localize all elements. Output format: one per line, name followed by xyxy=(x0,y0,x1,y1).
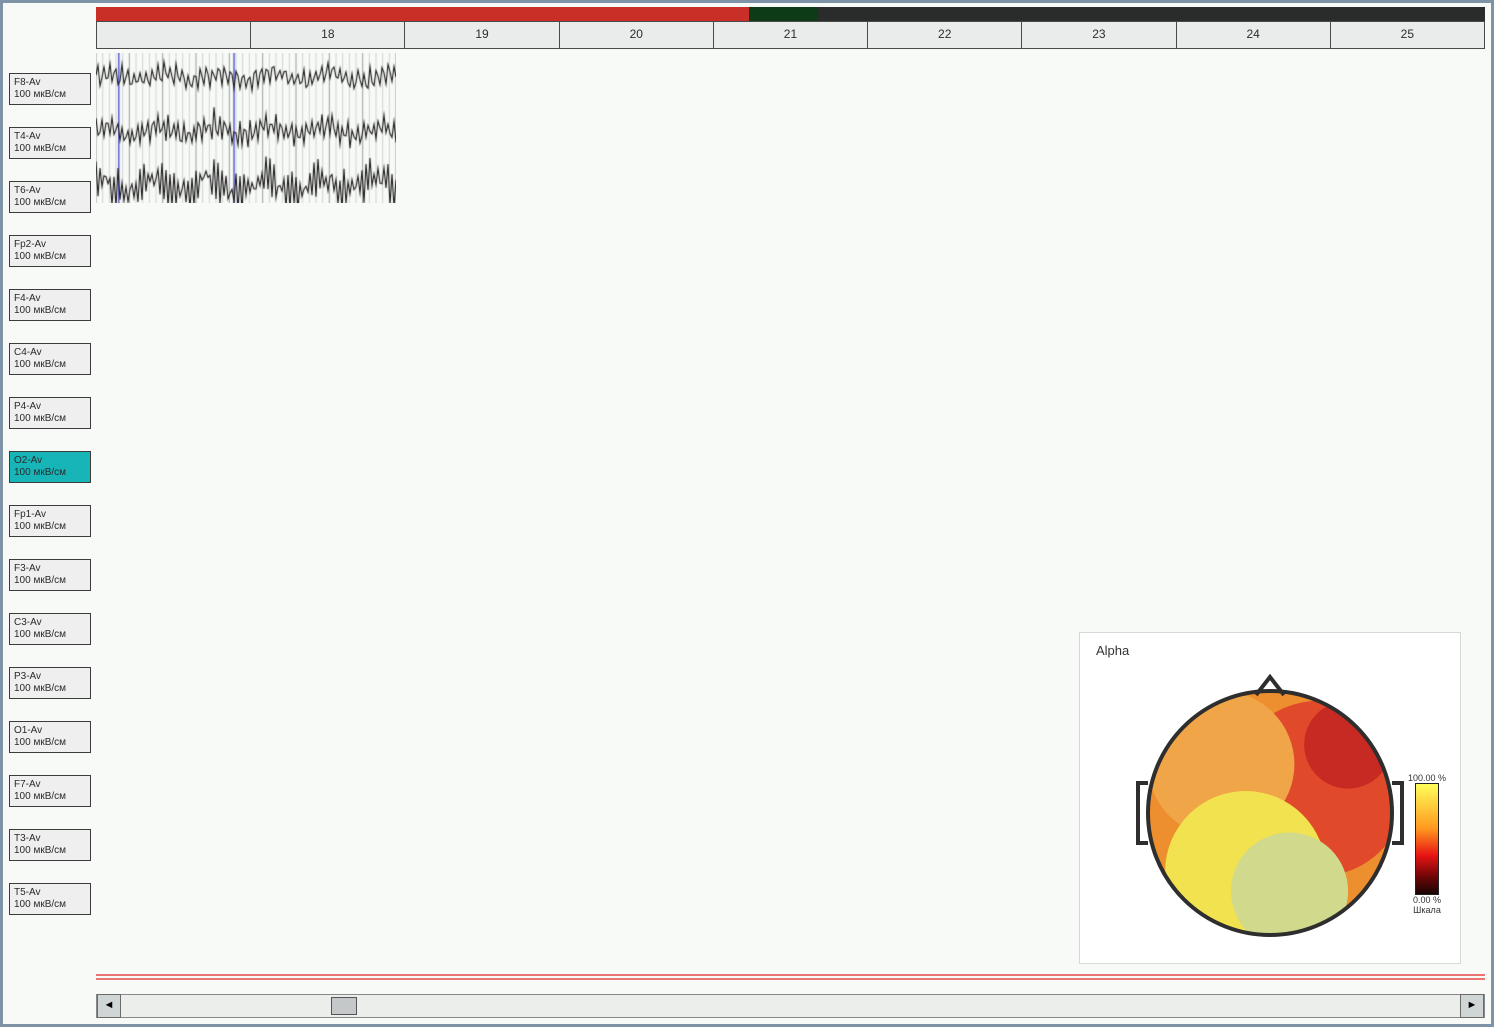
channel-label[interactable]: T6-Av 100 мкВ/см xyxy=(9,181,91,213)
time-cell[interactable]: 21 xyxy=(714,22,868,48)
channel-label[interactable]: O2-Av 100 мкВ/см xyxy=(9,451,91,483)
time-cell[interactable] xyxy=(97,22,251,48)
channel-label[interactable]: T3-Av 100 мкВ/см xyxy=(9,829,91,861)
scroll-track[interactable] xyxy=(121,995,1460,1017)
channel-label[interactable]: Fp1-Av 100 мкВ/см xyxy=(9,505,91,537)
status-segment xyxy=(749,7,818,21)
topo-region xyxy=(1304,701,1392,789)
recording-status-strip xyxy=(96,7,1485,21)
time-cell[interactable]: 25 xyxy=(1331,22,1484,48)
eeg-waveform-canvas[interactable] xyxy=(96,53,396,203)
channel-label[interactable]: P3-Av 100 мкВ/см xyxy=(9,667,91,699)
time-ruler[interactable]: 1819202122232425 xyxy=(96,21,1485,49)
amplitude-ruler-bottom xyxy=(96,978,1485,980)
horizontal-scrollbar[interactable]: ◄ ► xyxy=(96,994,1485,1018)
eeg-viewer: 1819202122232425 F8-Av 100 мкВ/см T4-Av 1… xyxy=(0,0,1494,1027)
channel-label-column: F8-Av 100 мкВ/см T4-Av 100 мкВ/см T6-Av 10… xyxy=(9,73,91,937)
channel-label[interactable]: P4-Av 100 мкВ/см xyxy=(9,397,91,429)
channel-label[interactable]: Fp2-Av 100 мкВ/см xyxy=(9,235,91,267)
channel-label[interactable]: F4-Av 100 мкВ/см xyxy=(9,289,91,321)
time-cell[interactable]: 20 xyxy=(560,22,714,48)
scroll-right-button[interactable]: ► xyxy=(1460,994,1484,1018)
topographic-map-panel: Alpha 100.00 % 0.00 % Шкала xyxy=(1079,632,1461,964)
time-cell[interactable]: 23 xyxy=(1022,22,1176,48)
time-cell[interactable]: 24 xyxy=(1177,22,1331,48)
scale-gradient-bar xyxy=(1415,783,1439,895)
scale-max-label: 100.00 % xyxy=(1404,773,1450,783)
channel-label[interactable]: O1-Av 100 мкВ/см xyxy=(9,721,91,753)
color-scale: 100.00 % 0.00 % Шкала xyxy=(1404,773,1450,913)
scale-caption: Шкала xyxy=(1404,905,1450,915)
head-diagram xyxy=(1130,653,1410,953)
channel-label[interactable]: T5-Av 100 мкВ/см xyxy=(9,883,91,915)
channel-label[interactable]: C4-Av 100 мкВ/см xyxy=(9,343,91,375)
scroll-thumb[interactable] xyxy=(331,997,357,1015)
channel-label[interactable]: T4-Av 100 мкВ/см xyxy=(9,127,91,159)
scale-min-label: 0.00 % xyxy=(1404,895,1450,905)
time-cell[interactable]: 18 xyxy=(251,22,405,48)
channel-label[interactable]: F7-Av 100 мкВ/см xyxy=(9,775,91,807)
status-segment xyxy=(818,7,1485,21)
scroll-left-button[interactable]: ◄ xyxy=(97,994,121,1018)
status-segment xyxy=(96,7,749,21)
time-cell[interactable]: 19 xyxy=(405,22,559,48)
channel-label[interactable]: F3-Av 100 мкВ/см xyxy=(9,559,91,591)
channel-label[interactable]: F8-Av 100 мкВ/см xyxy=(9,73,91,105)
topomap-title: Alpha xyxy=(1096,643,1129,658)
channel-label[interactable]: C3-Av 100 мкВ/см xyxy=(9,613,91,645)
time-cell[interactable]: 22 xyxy=(868,22,1022,48)
amplitude-ruler-top xyxy=(96,974,1485,976)
